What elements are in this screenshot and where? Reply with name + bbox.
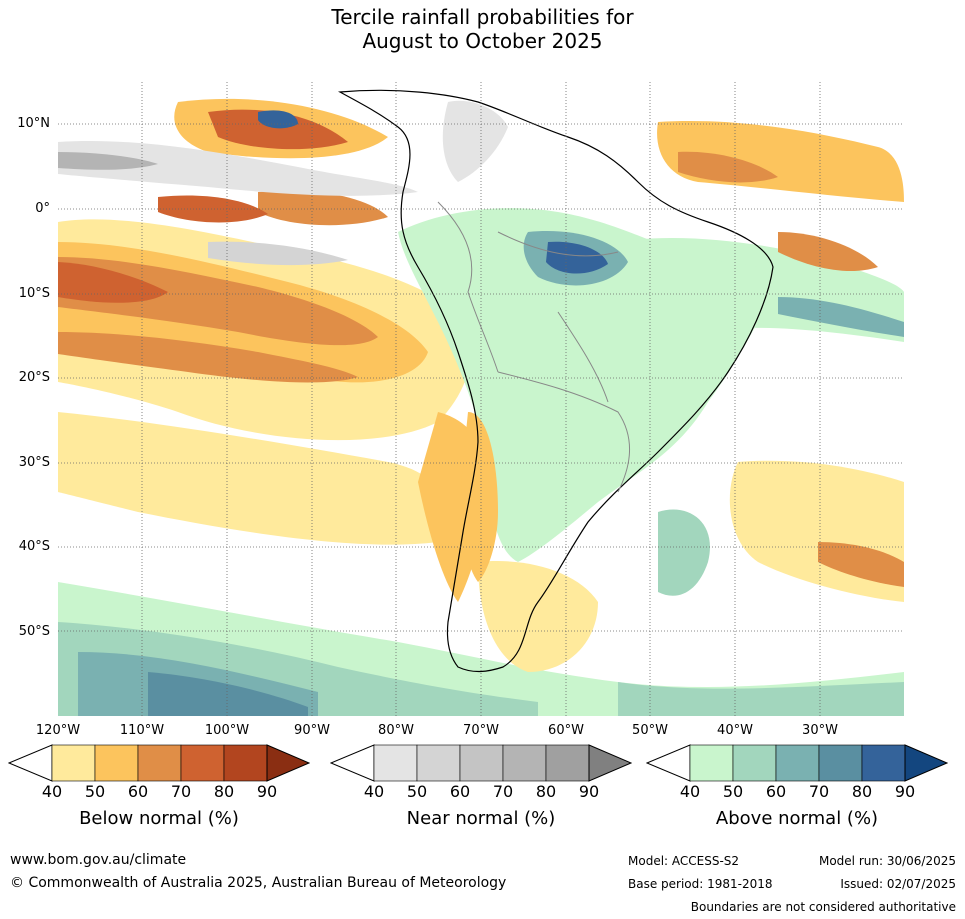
colorbar-below-swatch-3: [137, 744, 182, 782]
colorbar-below-tick-70: 70: [170, 782, 192, 801]
colorbar-below-label: Below normal (%): [79, 808, 239, 829]
colorbar-near-label: Near normal (%): [406, 808, 556, 829]
colorbar-below-tick-60: 60: [127, 782, 149, 801]
colorbar-near-swatch-4: [502, 744, 547, 782]
colorbar-below-swatch-6: [266, 744, 310, 782]
colorbar-above-tick-40: 40: [679, 782, 701, 801]
lon-label-40w: 40°W: [717, 723, 753, 738]
footer-url-link[interactable]: www.bom.gov.au/climate: [10, 852, 187, 868]
issued-date: Issued: 02/07/2025: [840, 877, 956, 891]
colorbar-near-tick-90: 90: [578, 782, 600, 801]
colorbar-above-tick-60: 60: [765, 782, 787, 801]
colorbar-above-swatch-5: [861, 744, 906, 782]
lon-label-50w: 50°W: [632, 723, 668, 738]
colorbar-near-tick-50: 50: [406, 782, 428, 801]
lat-label-0: 0°: [35, 201, 50, 216]
colorbar-near-swatch-0: [330, 744, 375, 782]
map-canvas: [58, 82, 904, 716]
rainfall-probability-map: [58, 82, 904, 716]
lat-label-20s: 20°S: [18, 370, 50, 385]
lon-label-30w: 30°W: [802, 723, 838, 738]
colorbar-near-normal: [330, 744, 632, 782]
colorbar-below-tick-80: 80: [213, 782, 235, 801]
base-period: Base period: 1981-2018: [628, 877, 773, 891]
lon-label-70w: 70°W: [463, 723, 499, 738]
colorbar-above-normal: [646, 744, 948, 782]
colorbar-near-swatch-6: [588, 744, 632, 782]
lat-label-30s: 30°S: [18, 455, 50, 470]
lat-label-50s: 50°S: [18, 624, 50, 639]
colorbar-above-tick-80: 80: [851, 782, 873, 801]
lat-label-10n: 10°N: [17, 116, 50, 131]
lon-label-60w: 60°W: [548, 723, 584, 738]
colorbar-above-swatch-4: [818, 744, 863, 782]
colorbar-near-swatch-2: [416, 744, 461, 782]
colorbar-below-tick-50: 50: [84, 782, 106, 801]
colorbar-below-swatch-1: [51, 744, 96, 782]
colorbar-below-tick-90: 90: [256, 782, 278, 801]
lat-label-40s: 40°S: [18, 539, 50, 554]
colorbar-near-tick-80: 80: [535, 782, 557, 801]
lon-label-90w: 90°W: [294, 723, 330, 738]
colorbar-below-normal: [8, 744, 310, 782]
model-name: Model: ACCESS-S2: [628, 854, 740, 868]
colorbar-near-swatch-5: [545, 744, 590, 782]
lon-label-110w: 110°W: [119, 723, 165, 738]
colorbar-near-swatch-1: [373, 744, 418, 782]
lon-label-100w: 100°W: [204, 723, 250, 738]
colorbar-above-tick-50: 50: [722, 782, 744, 801]
colorbar-above-swatch-3: [775, 744, 820, 782]
colorbar-above-tick-90: 90: [894, 782, 916, 801]
colorbar-below-swatch-4: [180, 744, 225, 782]
colorbar-above-swatch-0: [646, 744, 691, 782]
colorbar-near-tick-70: 70: [492, 782, 514, 801]
colorbar-near-tick-60: 60: [449, 782, 471, 801]
colorbar-below-swatch-2: [94, 744, 139, 782]
colorbar-above-swatch-2: [732, 744, 777, 782]
colorbar-below-swatch-5: [223, 744, 268, 782]
gridlines: [58, 82, 904, 716]
map-title-line-2: August to October 2025: [362, 29, 603, 53]
lon-label-120w: 120°W: [35, 723, 81, 738]
footer-copyright: © Commonwealth of Australia 2025, Austra…: [10, 875, 507, 891]
map-title-line-1: Tercile rainfall probabilities for: [331, 5, 634, 29]
colorbar-below-tick-40: 40: [41, 782, 63, 801]
colorbar-near-swatch-3: [459, 744, 504, 782]
boundaries-disclaimer: Boundaries are not considered authoritat…: [690, 900, 956, 914]
colorbar-near-tick-40: 40: [363, 782, 385, 801]
lon-label-80w: 80°W: [378, 723, 414, 738]
lat-label-10s: 10°S: [18, 286, 50, 301]
model-run-date: Model run: 30/06/2025: [818, 854, 956, 868]
colorbar-above-swatch-1: [689, 744, 734, 782]
colorbar-above-tick-70: 70: [808, 782, 830, 801]
colorbar-above-swatch-6: [904, 744, 948, 782]
colorbar-below-swatch-0: [8, 744, 53, 782]
colorbar-above-label: Above normal (%): [715, 808, 879, 829]
